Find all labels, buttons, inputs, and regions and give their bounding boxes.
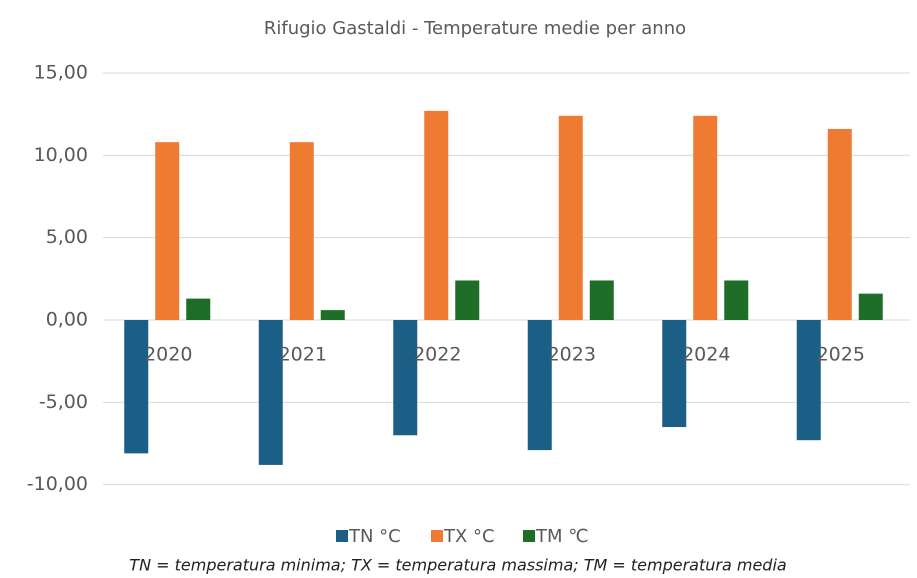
bar [155,142,180,320]
bar [558,115,583,321]
legend-swatch [431,530,443,542]
bar [186,298,211,320]
bar [258,320,283,465]
bar [320,310,345,320]
y-tick-label: 5,00 [46,226,88,248]
bar [693,115,718,321]
bar [662,320,687,428]
bar [724,280,749,320]
x-tick-label: 2022 [413,344,461,366]
bar [455,280,480,320]
y-tick-label: -10,00 [27,473,88,495]
y-tick-label: -5,00 [39,391,88,413]
x-tick-label: 2021 [279,344,327,366]
legend-label: TM ℃ [535,526,588,547]
y-tick-label: 10,00 [34,144,88,166]
legend-swatch [336,530,348,542]
bar [124,320,149,454]
legend-swatch [523,530,535,542]
bar [527,320,552,451]
bar [289,142,314,320]
chart-title: Rifugio Gastaldi - Temperature medie per… [264,18,686,39]
bar [589,280,614,320]
bar [827,128,852,320]
x-tick-label: 2020 [144,344,192,366]
bar [858,293,883,320]
legend-label: TX °C [443,526,495,547]
x-tick-label: 2023 [548,344,596,366]
x-tick-label: 2024 [682,344,730,366]
bar [393,320,418,436]
annotation: TN = temperatura minima; TX = temperatur… [129,556,786,575]
y-tick-label: 15,00 [34,62,88,84]
bar [796,320,821,441]
legend-label: TN °C [348,526,401,547]
bar [424,110,449,320]
x-tick-label: 2025 [817,344,865,366]
y-tick-label: 0,00 [46,309,88,331]
